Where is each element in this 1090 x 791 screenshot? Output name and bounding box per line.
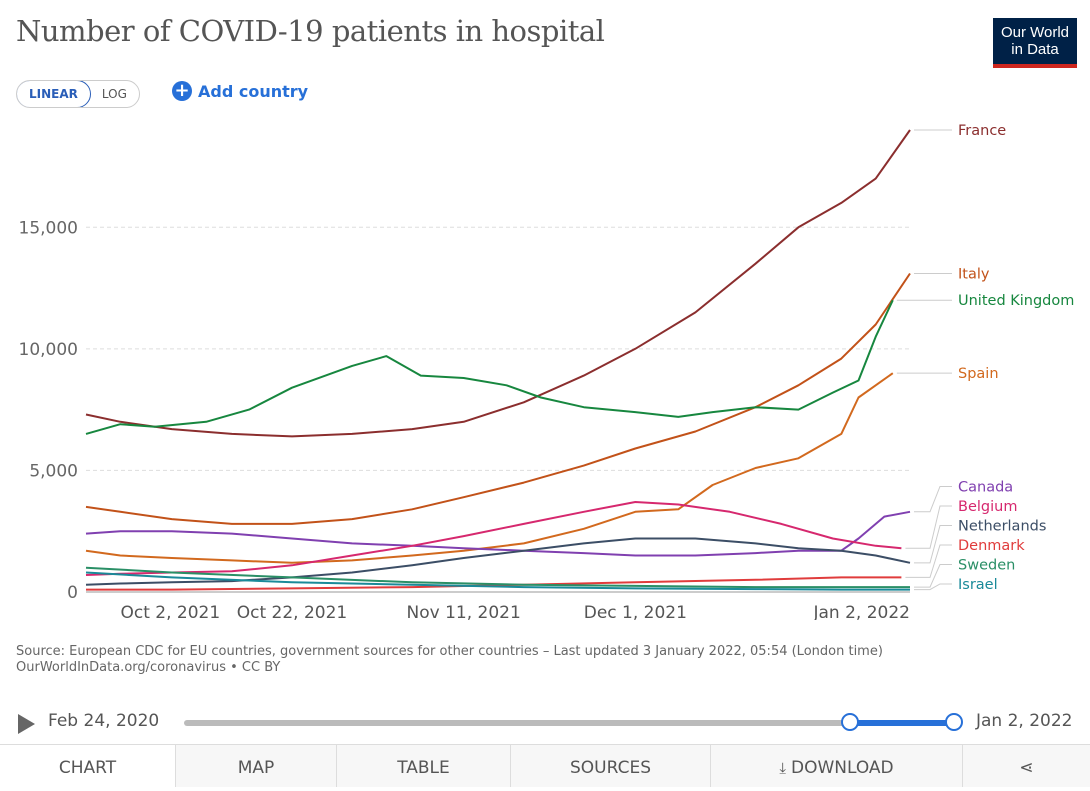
y-tick-label: 10,000 bbox=[19, 340, 78, 360]
legend-label: Spain bbox=[958, 366, 999, 382]
logo-line-1: Our World bbox=[1000, 24, 1070, 41]
add-country-button[interactable]: + Add country bbox=[172, 81, 308, 101]
legend-layer: France Italy United Kingdom Spain Canada Belg… bbox=[896, 123, 1074, 593]
y-tick-label: 15,000 bbox=[19, 218, 78, 238]
tab-map[interactable]: MAP bbox=[175, 745, 336, 787]
timeline-start-handle[interactable] bbox=[841, 713, 859, 731]
x-tick-label: Nov 11, 2021 bbox=[407, 603, 521, 620]
tab-table[interactable]: TABLE bbox=[336, 745, 510, 787]
share-icon: ⋖ bbox=[1019, 758, 1034, 778]
tab-sources[interactable]: SOURCES bbox=[510, 745, 710, 787]
legend-label: Israel bbox=[958, 577, 998, 593]
share-button[interactable]: ⋖ bbox=[962, 745, 1090, 787]
legend-connector bbox=[914, 486, 952, 513]
legend-label: France bbox=[958, 123, 1006, 139]
timeline-end-label: Jan 2, 2022 bbox=[976, 711, 1073, 731]
timeline-end-handle[interactable] bbox=[945, 713, 963, 731]
series-line-belgium bbox=[85, 501, 902, 576]
play-icon[interactable] bbox=[18, 714, 35, 734]
log-scale-button[interactable]: LOG bbox=[101, 87, 127, 101]
source-line-2: OurWorldInData.org/coronavirus • CC BY bbox=[16, 660, 281, 675]
legend-label: Denmark bbox=[958, 538, 1025, 554]
x-tick-label: Jan 2, 2022 bbox=[813, 603, 911, 620]
series-line-sweden bbox=[85, 566, 910, 589]
scale-toggle: LINEAR LOG bbox=[16, 80, 140, 108]
add-country-label: Add country bbox=[198, 81, 309, 101]
y-tick-label: 0 bbox=[67, 583, 78, 603]
source-line-1: Source: European CDC for EU countries, g… bbox=[16, 644, 883, 659]
series-line-united-kingdom bbox=[85, 299, 894, 435]
owid-logo[interactable]: Our World in Data bbox=[993, 18, 1077, 68]
series-layer bbox=[85, 129, 911, 591]
legend-connector bbox=[914, 525, 952, 564]
series-line-israel bbox=[85, 571, 910, 591]
x-tick-label: Oct 2, 2021 bbox=[120, 603, 220, 620]
plus-circle-icon: + bbox=[172, 81, 192, 101]
series-line-netherlands bbox=[85, 537, 911, 586]
legend-label: Canada bbox=[958, 480, 1013, 496]
download-icon: ⤓ bbox=[779, 759, 786, 777]
y-tick-label: 5,000 bbox=[29, 461, 78, 481]
timeline: Feb 24, 2020 Jan 2, 2022 bbox=[16, 706, 1076, 738]
series-line-canada bbox=[85, 510, 911, 557]
tab-bar: CHART MAP TABLE SOURCES ⤓ DOWNLOAD ⋖ bbox=[0, 744, 1090, 787]
legend-connector bbox=[905, 544, 952, 578]
legend-label: Netherlands bbox=[958, 519, 1046, 535]
legend-label: United Kingdom bbox=[958, 293, 1074, 309]
page-title: Number of COVID-19 patients in hospital bbox=[16, 14, 605, 48]
source-note: Source: European CDC for EU countries, g… bbox=[16, 644, 883, 676]
x-tick-label: Oct 22, 2021 bbox=[237, 603, 348, 620]
timeline-start-label: Feb 24, 2020 bbox=[48, 711, 160, 731]
x-tick-label: Dec 1, 2021 bbox=[584, 603, 687, 620]
legend-label: Italy bbox=[958, 266, 990, 282]
series-line-italy bbox=[85, 272, 911, 525]
series-line-spain bbox=[85, 372, 894, 564]
logo-bar bbox=[993, 64, 1077, 68]
grid-layer: 0 5,000 10,000 15,000 Oct 2, 2021 Oct 22, 202… bbox=[19, 218, 910, 620]
download-label: DOWNLOAD bbox=[790, 758, 894, 778]
logo-line-2: in Data bbox=[1011, 41, 1059, 58]
legend-label: Sweden bbox=[958, 558, 1015, 574]
tab-download[interactable]: ⤓ DOWNLOAD bbox=[710, 745, 962, 787]
series-line-france bbox=[85, 129, 911, 438]
line-chart: 0 5,000 10,000 15,000 Oct 2, 2021 Oct 22, 202… bbox=[19, 123, 1075, 620]
legend-connector bbox=[905, 505, 952, 549]
legend-connector bbox=[914, 564, 952, 588]
legend-label: Belgium bbox=[958, 499, 1017, 515]
legend-connector bbox=[914, 583, 952, 591]
timeline-selected-range bbox=[850, 720, 954, 726]
timeline-track[interactable] bbox=[184, 713, 963, 731]
linear-scale-button[interactable]: LINEAR bbox=[16, 81, 91, 107]
tab-chart[interactable]: CHART bbox=[0, 745, 175, 787]
